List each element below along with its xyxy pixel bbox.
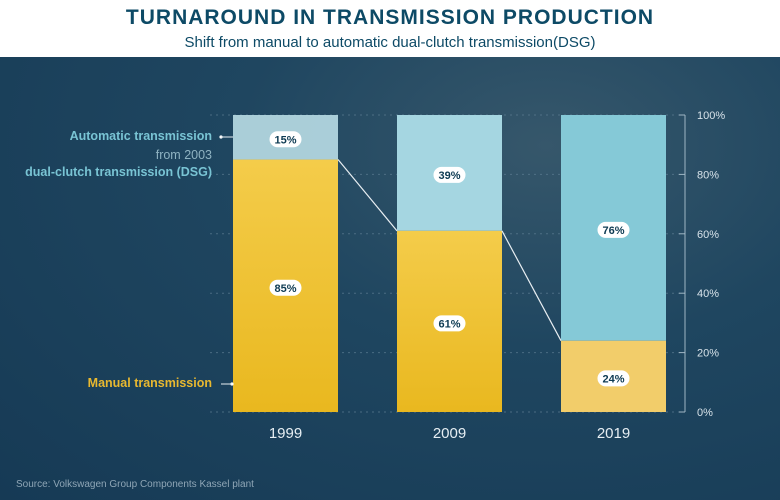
data-label-manual-pill <box>597 370 630 387</box>
legend-automatic-note: from 2003 <box>155 148 212 162</box>
legend-manual-label: Manual transmission <box>87 376 212 390</box>
data-label-manual: 24% <box>602 373 624 385</box>
y-tick-label: 0% <box>697 407 713 419</box>
source-note: Source: Volkswagen Group Components Kass… <box>16 479 254 490</box>
data-label-automatic: 39% <box>438 170 460 182</box>
y-tick-label: 80% <box>697 169 719 181</box>
data-label-automatic: 76% <box>602 225 624 237</box>
header: TURNAROUND IN TRANSMISSION PRODUCTION Sh… <box>0 0 780 57</box>
data-label-automatic-pill <box>269 131 302 148</box>
legend-dsg-label: dual-clutch transmission (DSG) <box>25 165 212 179</box>
legend-automatic-label: Automatic transmission <box>69 129 212 143</box>
x-tick-label: 2009 <box>433 425 466 442</box>
data-label-automatic-pill <box>597 221 630 238</box>
y-tick-label: 60% <box>697 229 719 241</box>
data-label-manual: 85% <box>274 283 296 295</box>
x-tick-label: 2019 <box>597 425 630 442</box>
y-tick-label: 40% <box>697 288 719 300</box>
chart-title: TURNAROUND IN TRANSMISSION PRODUCTION <box>125 6 655 29</box>
manual-share-connector <box>337 159 562 342</box>
data-label-manual: 61% <box>438 318 460 330</box>
chart-subtitle: Shift from manual to automatic dual-clut… <box>184 34 596 51</box>
data-label-manual-pill <box>433 315 466 332</box>
data-label-manual-pill <box>269 279 302 296</box>
data-label-automatic: 15% <box>274 134 296 146</box>
x-tick-label: 1999 <box>269 425 302 442</box>
y-tick-label: 100% <box>697 110 725 122</box>
y-tick-label: 20% <box>697 348 719 360</box>
data-label-automatic-pill <box>433 166 466 183</box>
